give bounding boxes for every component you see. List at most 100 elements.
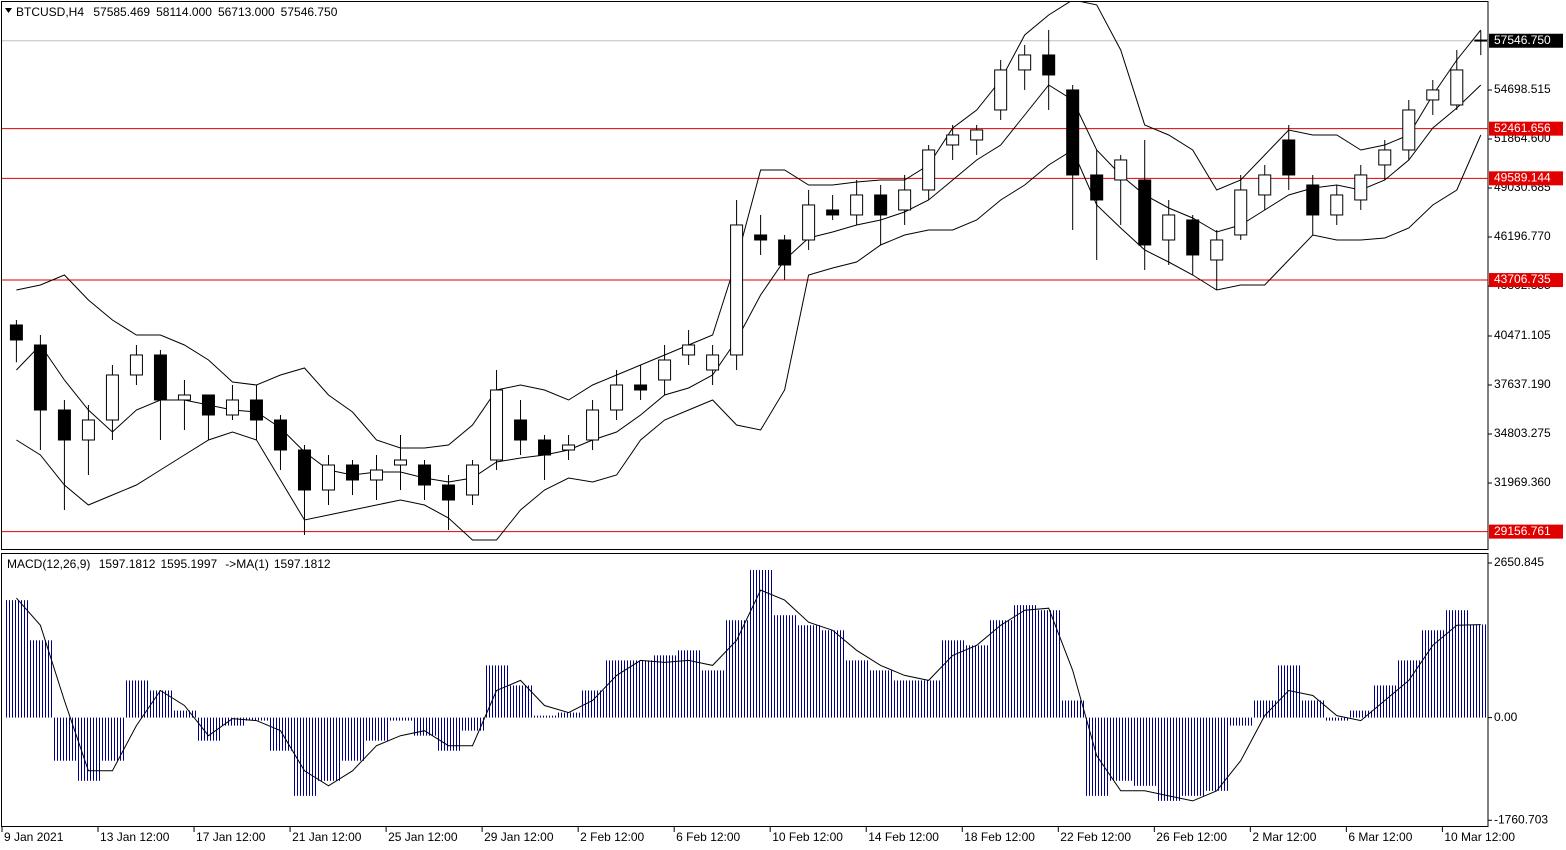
signal-value: 1597.1812	[274, 557, 331, 571]
candle-body	[898, 189, 912, 211]
symbol-label: BTCUSD,H4	[16, 5, 84, 19]
macd-bar	[1012, 605, 1037, 718]
macd-plot	[4, 570, 1488, 802]
level-label: 49589.144	[1494, 171, 1551, 185]
level-label: 52461.656	[1494, 121, 1551, 135]
macd-bar	[892, 680, 917, 718]
candle-body	[682, 344, 696, 356]
macd-bar	[700, 670, 725, 718]
level-label-box	[1489, 171, 1563, 186]
x-tick-label: 10 Feb 12:00	[772, 830, 843, 844]
candle-body	[442, 484, 456, 501]
candle-body	[57, 409, 71, 441]
candle-body	[826, 209, 840, 216]
macd-bar	[1372, 685, 1397, 718]
macd-bar	[100, 717, 125, 761]
candle-body	[562, 444, 576, 451]
candle-body	[1378, 149, 1392, 166]
level-label: 29156.761	[1494, 524, 1551, 538]
candle-body	[1258, 174, 1272, 196]
macd-bar	[268, 717, 293, 751]
candle-body	[514, 419, 528, 441]
macd-bar	[1348, 710, 1373, 718]
menu-triangle[interactable]	[5, 8, 12, 13]
candle-body	[345, 464, 359, 481]
candle-body	[730, 224, 744, 356]
macd-bar	[1468, 624, 1488, 718]
macd-bar	[76, 717, 101, 781]
macd-bar	[820, 630, 845, 718]
signal-line	[16, 589, 1481, 802]
candle-body	[1042, 54, 1056, 76]
candle-body	[418, 464, 432, 486]
macd-bar	[220, 717, 245, 726]
x-tick-label: 17 Jan 12:00	[196, 830, 266, 844]
candle-body	[1354, 174, 1368, 201]
candle-body	[754, 234, 768, 241]
candle-body	[1138, 179, 1152, 246]
macd-bar	[772, 615, 797, 718]
level-label-box	[1489, 524, 1563, 539]
candle-body	[970, 129, 984, 141]
candle-body	[706, 354, 720, 371]
x-tick-label: 21 Jan 12:00	[292, 830, 362, 844]
x-tick-label: 9 Jan 2021	[4, 830, 64, 844]
macd-bar	[844, 660, 869, 718]
macd-bar	[1252, 700, 1277, 718]
macd-bar	[148, 690, 173, 718]
x-tick-label: 25 Jan 12:00	[388, 830, 458, 844]
candle-body	[1066, 89, 1080, 176]
macd-bar	[1276, 665, 1301, 718]
level-label-box	[1489, 273, 1563, 288]
macd-bar	[724, 620, 749, 718]
macd-bar	[28, 640, 53, 718]
y-tick-label: 0.00	[1494, 710, 1518, 724]
candle-body	[802, 204, 816, 241]
macd-bar	[1324, 717, 1349, 721]
macd-bar	[244, 717, 269, 721]
macd-bar	[964, 645, 989, 718]
candle-body	[105, 374, 119, 421]
macd-bar	[460, 717, 485, 731]
macd-bar	[1420, 630, 1445, 718]
candle-body	[610, 384, 624, 411]
macd-bar	[1084, 717, 1109, 796]
macd-value: 1597.1812	[99, 557, 156, 571]
macd-bar	[1228, 717, 1253, 726]
macd-bar	[1300, 700, 1325, 718]
macd-bar	[364, 717, 389, 741]
macd-bar	[916, 680, 941, 718]
macd-label: MACD(12,26,9)	[7, 557, 90, 571]
candle-body	[994, 69, 1008, 111]
candle-body	[273, 419, 287, 451]
candle-body	[946, 134, 960, 146]
candle-body	[129, 354, 143, 376]
candle-body	[1402, 109, 1416, 151]
level-label: 43706.735	[1494, 272, 1551, 286]
candle-body	[586, 409, 600, 441]
macd-bar	[340, 717, 365, 761]
candle-body	[538, 439, 552, 456]
macd-bar	[172, 710, 197, 718]
macd-bar	[1060, 700, 1085, 718]
macd-bar	[628, 660, 653, 718]
candle-body	[850, 194, 864, 216]
macd-bar	[796, 625, 821, 718]
macd-bar	[532, 715, 557, 718]
candle-body	[1234, 189, 1248, 236]
x-tick-label: 18 Feb 12:00	[964, 830, 1035, 844]
macd-bar	[124, 680, 149, 718]
candle-body	[394, 459, 408, 466]
ohlc-value: 58114.000	[156, 5, 212, 19]
x-tick-label: 2 Mar 12:00	[1252, 830, 1316, 844]
macd-bar	[652, 655, 677, 718]
y-tick-label: 54698.515	[1494, 82, 1551, 96]
bollinger-lower	[16, 134, 1482, 541]
candle-body	[201, 394, 215, 416]
macd-bar	[1204, 717, 1229, 791]
macd-value: 1595.1997	[160, 557, 217, 571]
x-tick-label: 29 Jan 12:00	[484, 830, 554, 844]
x-tick-label: 6 Mar 12:00	[1348, 830, 1412, 844]
macd-bar	[1132, 717, 1157, 786]
y-tick-label: 46196.770	[1494, 229, 1551, 243]
